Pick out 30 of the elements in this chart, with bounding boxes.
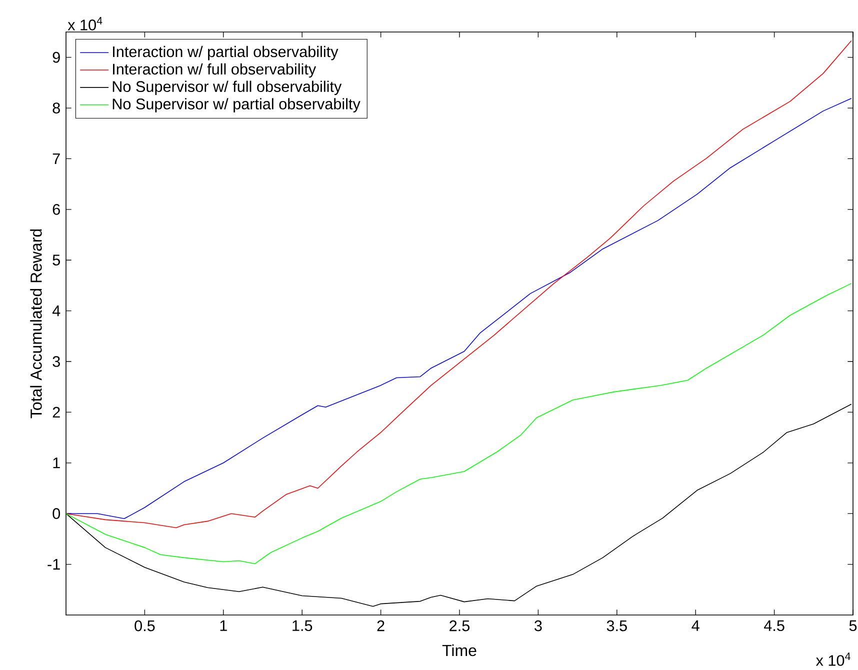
y-tick-label: -1 — [48, 559, 60, 570]
legend-label: No Supervisor w/ partial observabilty — [112, 98, 360, 112]
y-tick-label: 3 — [52, 356, 60, 367]
x-tick-label: 2.5 — [450, 620, 470, 632]
text: x 10$^{4}$ — [68, 17, 102, 30]
y-tick-label: 8 — [52, 102, 60, 114]
x-tick-label: 5 — [849, 620, 857, 632]
line-series — [66, 283, 852, 564]
legend-label: No Supervisor w/ full observability — [112, 80, 342, 96]
x-tick-label: 4.5 — [764, 620, 784, 632]
x-tick-label: 4 — [692, 620, 700, 631]
text: x 10$^{4}$ — [816, 652, 850, 666]
x-axis-title: Time — [442, 644, 476, 656]
y-tick-label: 0 — [52, 508, 60, 520]
x-tick-label: 3 — [534, 620, 542, 632]
y-tick-label: 5 — [52, 254, 60, 266]
x-tick-label: 1.5 — [292, 620, 312, 632]
y-tick-label: 7 — [52, 153, 60, 164]
x-tick-label: 0.5 — [134, 620, 155, 632]
x-tick-label: 2 — [377, 620, 384, 632]
y-tick-label: 1 — [53, 458, 60, 468]
legend-label: Interaction w/ partial observability — [113, 46, 338, 60]
y-axis-title: Total Accumulated Reward — [30, 229, 42, 418]
y-tick-label: 4 — [52, 306, 60, 316]
legend-label: Interaction w/ full observability — [113, 63, 316, 78]
y-tick-label: 2 — [52, 406, 60, 418]
x-tick-label: 3.5 — [606, 620, 627, 632]
y-tick-label: 9 — [52, 52, 60, 63]
y-tick-label: 6 — [52, 204, 60, 215]
x-tick-label: 1 — [220, 620, 227, 631]
